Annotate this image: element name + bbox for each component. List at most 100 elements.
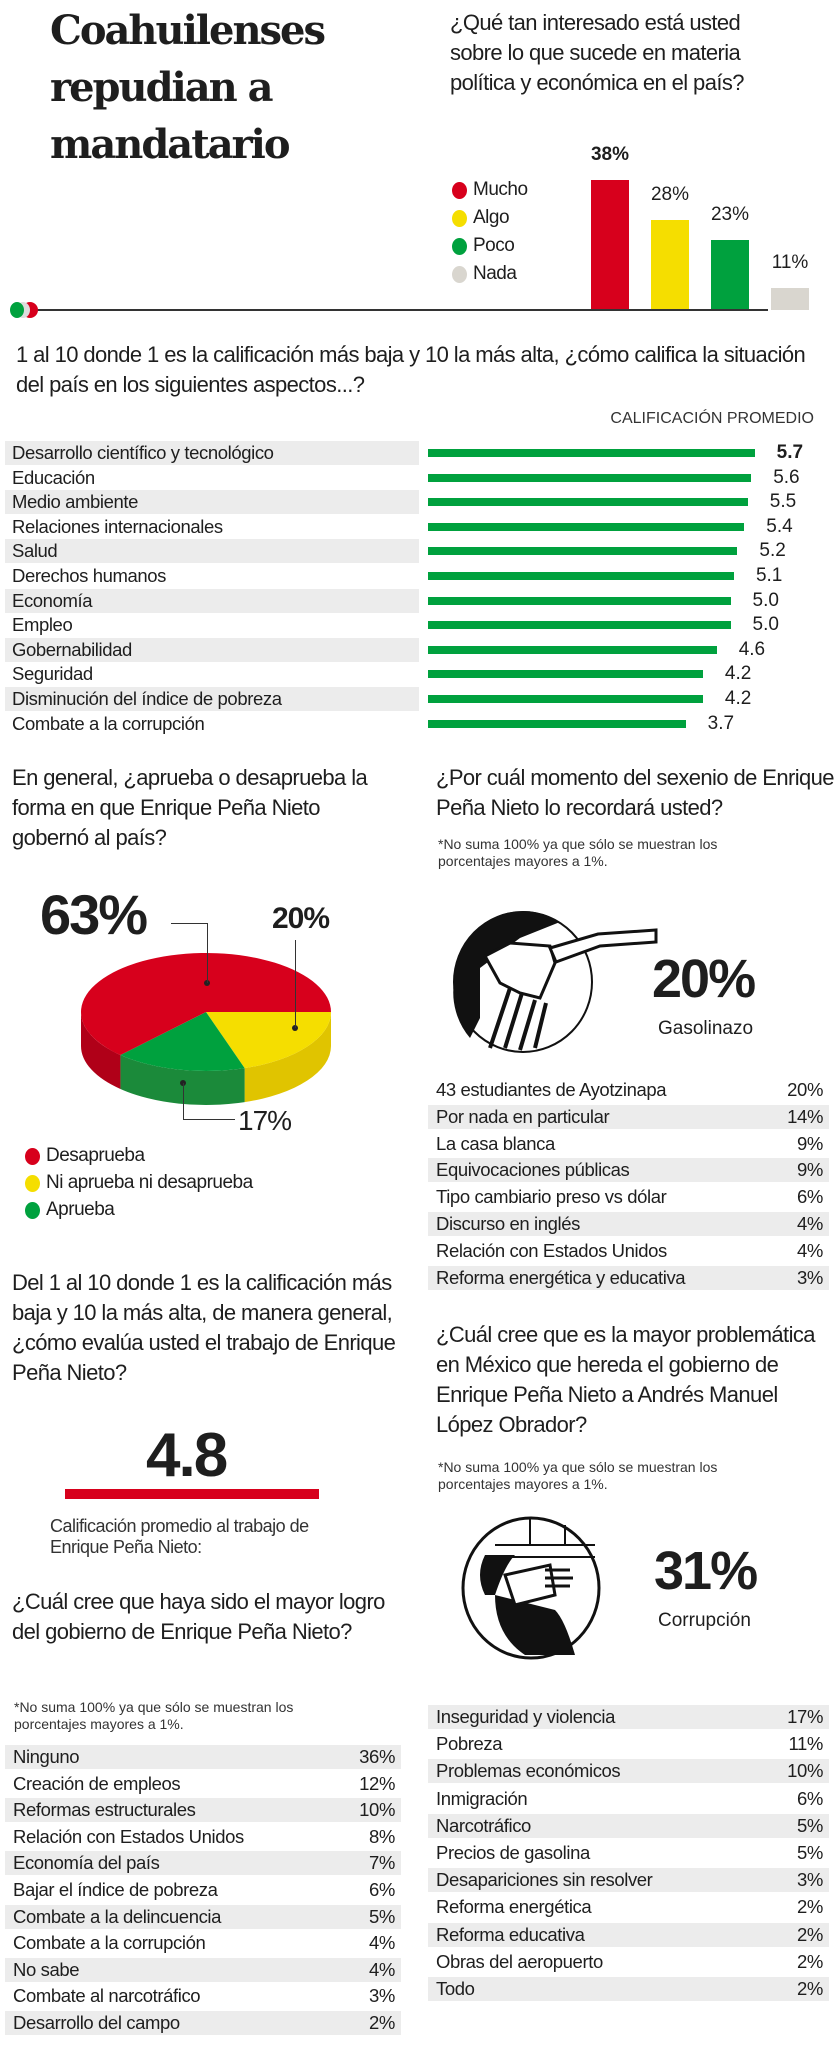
row-value: 2% (797, 1896, 823, 1918)
aspect-bar (428, 695, 703, 703)
aspect-bar (428, 498, 748, 507)
divider (28, 309, 768, 311)
row-label: Pobreza (436, 1733, 503, 1755)
table-row: Bajar el índice de pobreza 6% (5, 1878, 401, 1902)
rating-bar (65, 1489, 319, 1499)
aspect-label: Gobernabilidad (12, 638, 132, 660)
table-row: Discurso en inglés 4% (428, 1212, 829, 1236)
aspect-bar (428, 547, 738, 556)
achievement-question: ¿Cuál cree que haya sido el mayor logro … (12, 1589, 385, 1644)
row-label: Obras del aeropuerto (436, 1950, 603, 1972)
table-row: Relación con Estados Unidos 8% (5, 1825, 401, 1849)
row-label: Inseguridad y violencia (436, 1706, 615, 1727)
aspect-value: 5.2 (759, 540, 786, 562)
row-label: Reformas estructurales (13, 1799, 196, 1821)
row-label: Desarrollo del campo (13, 2012, 180, 2033)
aspect-label: Combate a la corrupción (12, 712, 205, 734)
legend-label: Mucho (473, 179, 528, 200)
row-value: 36% (359, 1746, 395, 1767)
table-row: La casa blanca 9% (428, 1132, 829, 1156)
row-band (5, 490, 419, 515)
row-value: 2% (797, 1978, 823, 1999)
row-value: 11% (788, 1733, 824, 1755)
bar (651, 220, 689, 310)
table-row: Combate a la delincuencia 5% (5, 1904, 401, 1929)
aspect-value: 5.0 (752, 614, 779, 636)
aspect-bar (428, 621, 731, 630)
problem-highlight-label: Corrupción (658, 1610, 751, 1631)
aspect-value: 5.6 (773, 466, 800, 488)
row-label: Inmigración (436, 1787, 528, 1809)
row-label: Economía del país (13, 1852, 160, 1874)
legend-label: Poco (473, 235, 515, 256)
legend-item: Nada (452, 261, 517, 287)
aspect-label: Medio ambiente (12, 491, 139, 513)
row-label: Tipo cambiario preso vs dólar (436, 1186, 667, 1208)
aspect-value: 5.0 (752, 589, 779, 611)
row-label: Combate a la corrupción (13, 1932, 206, 1954)
table-row: Obras del aeropuerto 2% (428, 1950, 829, 1974)
approval-pie-chart (81, 953, 332, 1105)
row-value: 6% (797, 1186, 823, 1208)
pie-slice-aprueba (120, 1012, 245, 1071)
pie-side-0 (81, 1012, 121, 1090)
legend-label: Aprueba (46, 1199, 115, 1220)
aspect-label: Relaciones internacionales (12, 515, 223, 537)
table-row: No sabe 4% (5, 1957, 401, 1982)
aspect-bar (428, 596, 731, 605)
table-row: Equivocaciones públicas 9% (428, 1158, 829, 1183)
aspect-bar (428, 522, 745, 531)
aspects-header: CALIFICACIÓN PROMEDIO (610, 410, 814, 427)
legend-item: Mucho (452, 177, 528, 203)
table-row: Desapariciones sin resolver 3% (428, 1868, 829, 1893)
row-value: 4% (369, 1958, 395, 1980)
row-value: 5% (797, 1842, 823, 1863)
pie-side-2 (120, 1055, 245, 1105)
bar (711, 240, 749, 310)
aspect-label: Seguridad (12, 663, 93, 685)
row-label: Discurso en inglés (436, 1213, 580, 1234)
page-title: Coahuilenses repudian a mandatario (50, 7, 326, 168)
gas-pump-nozzle-icon (453, 911, 658, 1053)
row-value: 9% (797, 1132, 823, 1154)
row-label: Reforma educativa (436, 1923, 585, 1945)
bar-value-label: 38% (590, 144, 630, 165)
pie-label-desaprueba: 63% (40, 883, 148, 946)
table-row: Inmigración 6% (428, 1787, 829, 1811)
table-row: Relación con Estados Unidos 4% (428, 1239, 829, 1263)
bar-value-label: 23% (710, 204, 750, 225)
row-label: Desapariciones sin resolver (436, 1869, 653, 1891)
table-row: Combate a la corrupción 4% (5, 1931, 401, 1955)
row-value: 2% (797, 1950, 823, 1972)
row-label: 43 estudiantes de Ayotzinapa (436, 1079, 667, 1100)
row-label: Relación con Estados Unidos (13, 1825, 244, 1847)
aspect-value: 5.4 (766, 515, 793, 537)
row-label: Precios de gasolina (436, 1842, 590, 1863)
table-row: Tipo cambiario preso vs dólar 6% (428, 1185, 829, 1209)
row-label: Combate a la delincuencia (13, 1905, 222, 1927)
bar (771, 288, 809, 310)
row-value: 6% (797, 1787, 823, 1809)
table-row: Reformas estructurales 10% (5, 1798, 401, 1823)
row-label: Reforma energética y educativa (436, 1266, 686, 1288)
row-value: 5% (797, 1814, 823, 1836)
row-value: 9% (797, 1159, 823, 1181)
table-row: Combate al narcotráfico 3% (5, 1984, 401, 2008)
row-band (5, 539, 419, 564)
rating-caption: Calificación promedio al trabajo de Enri… (50, 1516, 309, 1557)
row-value: 4% (797, 1239, 823, 1261)
aspect-label: Derechos humanos (12, 565, 167, 586)
table-row: Narcotráfico 5% (428, 1813, 829, 1838)
aspects-question: 1 al 10 donde 1 es la calificación más b… (16, 342, 806, 397)
row-value: 2% (797, 1923, 823, 1945)
aspect-label: Economía (12, 589, 93, 611)
row-label: Bajar el índice de pobreza (13, 1879, 218, 1900)
interest-question: ¿Qué tan interesado está usted sobre lo … (450, 10, 744, 95)
aspect-value: 4.2 (724, 688, 752, 709)
aspect-value: 3.7 (707, 712, 735, 734)
aspect-bar (428, 645, 717, 654)
row-label: Problemas económicos (436, 1760, 621, 1782)
remember-highlight-value: 20% (652, 949, 756, 1009)
row-value: 7% (369, 1852, 395, 1874)
table-row: Precios de gasolina 5% (428, 1841, 829, 1865)
